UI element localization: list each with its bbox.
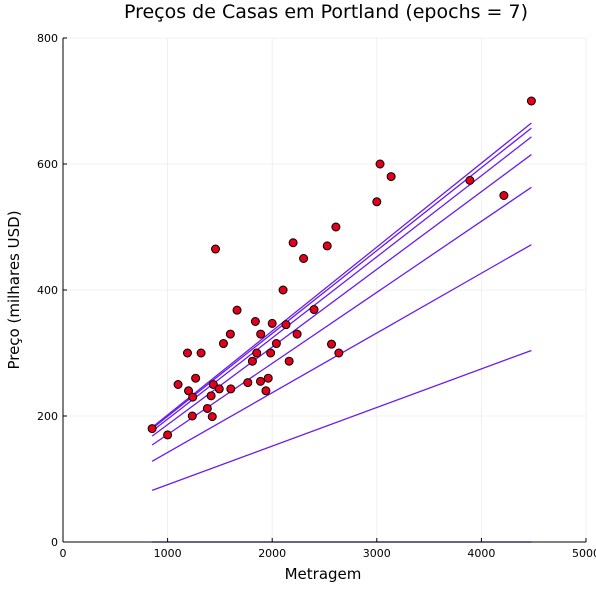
data-point-33 — [284, 356, 294, 366]
data-point-43 — [375, 159, 385, 169]
data-point-18 — [226, 384, 236, 394]
data-point-19 — [232, 305, 242, 315]
x-tick-label: 3000 — [363, 547, 391, 560]
data-point-31 — [278, 285, 288, 295]
data-point-39 — [327, 339, 337, 349]
data-point-22 — [250, 317, 260, 326]
data-point-42 — [372, 197, 382, 207]
y-axis-label: Preço (milhares USD) — [5, 210, 23, 369]
data-point-17 — [225, 329, 235, 339]
data-point-29 — [267, 318, 277, 328]
regression-line-2 — [151, 349, 532, 491]
data-point-20 — [243, 378, 253, 388]
x-tick-label: 4000 — [467, 547, 495, 560]
data-point-12 — [207, 412, 217, 422]
x-tick-label: 2000 — [258, 547, 286, 560]
data-points — [147, 96, 536, 440]
data-point-38 — [322, 241, 332, 251]
data-point-13 — [208, 380, 218, 389]
data-point-3 — [173, 380, 183, 389]
data-point-41 — [334, 348, 344, 358]
data-point-16 — [218, 339, 228, 349]
regression-lines — [151, 122, 532, 543]
data-point-26 — [261, 386, 271, 396]
data-point-24 — [255, 376, 265, 386]
y-tick-label: 600 — [37, 158, 58, 171]
regression-line-6 — [151, 136, 532, 432]
axes — [62, 37, 587, 543]
data-point-6 — [187, 411, 197, 421]
data-point-21 — [247, 356, 257, 366]
data-point-36 — [299, 254, 309, 263]
regression-line-4 — [151, 186, 532, 446]
data-point-46 — [499, 191, 509, 200]
regression-line-8 — [151, 122, 532, 428]
x-tick-label: 0 — [60, 547, 67, 560]
data-point-4 — [182, 348, 192, 358]
x-tick-label: 1000 — [154, 547, 182, 560]
x-axis-label: Metragem — [285, 565, 362, 583]
y-tick-label: 400 — [37, 284, 58, 297]
chart-title: Preços de Casas em Portland (epochs = 7) — [124, 1, 528, 23]
data-point-28 — [266, 348, 276, 358]
y-tick-label: 800 — [37, 32, 58, 45]
data-point-40 — [331, 222, 341, 232]
data-point-37 — [309, 305, 319, 315]
data-point-5 — [184, 386, 194, 396]
data-point-7 — [188, 392, 198, 402]
grid — [62, 37, 587, 543]
data-point-14 — [211, 244, 221, 254]
data-point-47 — [526, 96, 536, 106]
data-point-25 — [256, 329, 266, 339]
data-point-35 — [292, 329, 302, 339]
data-point-15 — [214, 384, 224, 394]
data-point-1 — [147, 424, 157, 434]
data-point-2 — [163, 430, 173, 440]
data-point-11 — [206, 391, 216, 401]
data-point-44 — [386, 172, 396, 182]
data-point-32 — [281, 320, 291, 330]
data-point-45 — [465, 175, 475, 185]
data-point-30 — [271, 339, 281, 349]
data-point-10 — [202, 403, 212, 413]
data-point-27 — [263, 373, 273, 383]
y-tick-label: 200 — [37, 410, 58, 423]
data-point-9 — [196, 348, 206, 358]
y-tick-label: 0 — [51, 536, 58, 549]
data-point-23 — [252, 348, 262, 358]
data-point-34 — [288, 238, 298, 248]
data-point-8 — [191, 373, 201, 383]
